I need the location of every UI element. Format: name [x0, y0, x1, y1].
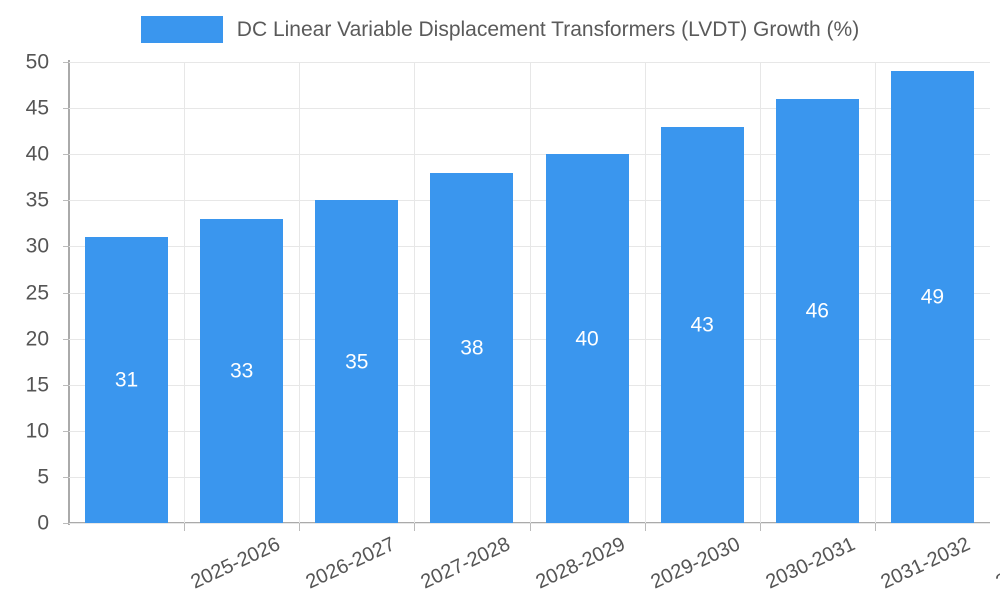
- x-axis-tick-mark: [530, 523, 531, 531]
- gridline-vertical: [760, 62, 761, 523]
- y-axis-tick-label: 45: [25, 96, 49, 120]
- gridline-horizontal: [69, 430, 990, 432]
- y-axis-tick-label: 0: [37, 511, 49, 535]
- x-axis-tick-mark: [645, 523, 646, 531]
- y-axis-tick-label: 35: [25, 188, 49, 212]
- bar[interactable]: [430, 172, 513, 523]
- plot-area: 0 5 10 15 20 25 30 35 40 45 50 31 33 35 38 40 43 46 49: [26, 52, 990, 534]
- y-axis-tick-mark: [63, 338, 69, 340]
- x-axis-tick-label: 2029-2030: [647, 533, 744, 594]
- gridline-horizontal: [69, 384, 990, 386]
- gridline-horizontal: [69, 246, 990, 248]
- bar[interactable]: [546, 154, 629, 523]
- x-axis-tick-label: 2027-2028: [417, 533, 514, 594]
- x-axis-tick-mark: [414, 523, 415, 531]
- y-axis-tick-mark: [63, 523, 69, 524]
- x-axis-tick-mark: [184, 523, 185, 531]
- y-axis-tick-mark: [63, 246, 69, 248]
- x-axis-tick-label: 2026-2027: [302, 533, 399, 594]
- x-axis-tick-mark: [875, 523, 876, 531]
- y-axis-tick-mark: [63, 62, 69, 63]
- y-axis-tick-label: 25: [25, 281, 49, 304]
- gridline-vertical: [414, 62, 415, 523]
- gridline-horizontal: [69, 154, 990, 156]
- gridline-horizontal: [69, 476, 990, 478]
- y-axis-tick-mark: [63, 108, 69, 110]
- y-axis-tick-mark: [63, 384, 69, 386]
- gridline-horizontal: [69, 62, 990, 63]
- gridline-horizontal: [69, 200, 990, 202]
- x-axis-tick-label: 2025-2026: [187, 533, 284, 594]
- bar[interactable]: [776, 98, 859, 523]
- gridline-vertical: [530, 62, 531, 523]
- y-axis-tick-mark: [63, 476, 69, 478]
- bar[interactable]: [315, 200, 398, 523]
- bar[interactable]: [200, 218, 283, 523]
- gridline-horizontal: [69, 292, 990, 294]
- x-axis-tick-mark: [299, 523, 300, 531]
- bar[interactable]: [85, 237, 168, 523]
- y-axis-tick-label: 10: [25, 419, 49, 443]
- x-axis-tick-label: 2031-2032: [877, 533, 974, 594]
- y-axis-tick-label: 40: [25, 142, 49, 166]
- legend-color-swatch: [140, 15, 223, 43]
- x-axis-tick-mark: [760, 523, 761, 531]
- y-axis-tick-mark: [63, 154, 69, 156]
- y-axis-tick-mark: [63, 292, 69, 294]
- y-axis-tick-label: 20: [25, 327, 49, 351]
- y-axis-tick-label: 50: [25, 50, 49, 74]
- gridline-horizontal: [69, 338, 990, 340]
- gridline-horizontal: [69, 108, 990, 110]
- y-axis-tick-label: 30: [25, 234, 49, 258]
- x-axis-tick-label: 2028-2029: [532, 533, 629, 594]
- x-axis-tick-label: 2030-2031: [762, 533, 859, 594]
- gridline-vertical: [875, 62, 876, 523]
- bar[interactable]: [891, 71, 974, 523]
- x-axis-tick-label: 2032-2033: [992, 533, 1000, 594]
- gridline-vertical: [645, 62, 646, 523]
- gridline-vertical: [299, 62, 300, 523]
- y-axis-tick-mark: [63, 200, 69, 202]
- y-axis-tick-mark: [63, 430, 69, 432]
- y-axis-tick-label: 5: [37, 465, 49, 489]
- legend-series-label: DC Linear Variable Displacement Transfor…: [236, 17, 860, 41]
- bar[interactable]: [661, 126, 744, 523]
- gridline-horizontal: [69, 523, 990, 524]
- gridline-vertical: [184, 62, 185, 523]
- y-axis-tick-label: 15: [25, 373, 49, 397]
- chart-legend: DC Linear Variable Displacement Transfor…: [0, 12, 1000, 46]
